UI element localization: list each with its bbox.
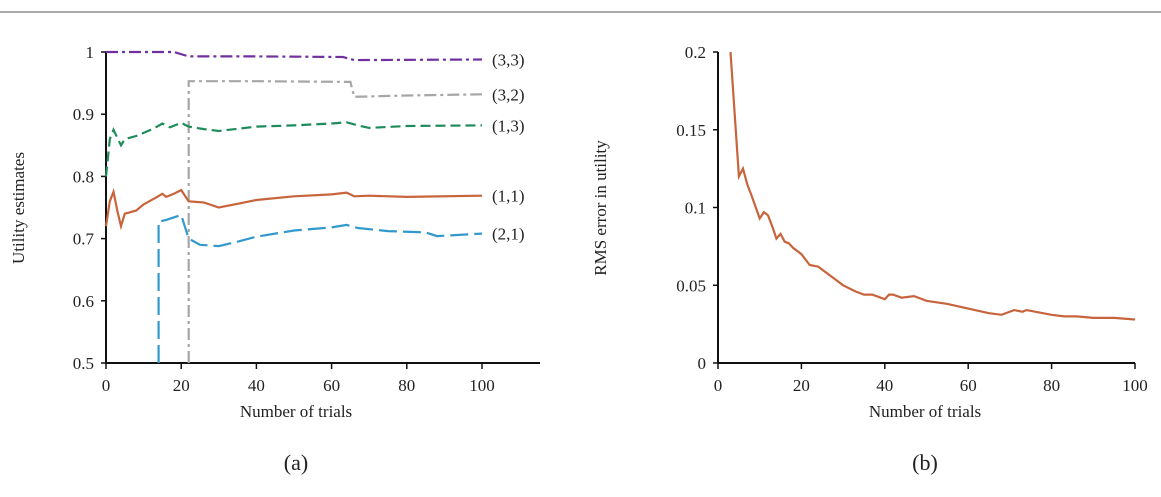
- panel-a: (a) Number of trials Utility estimates 0…: [9, 43, 540, 475]
- x-tick-label: 80: [1043, 376, 1060, 395]
- caption-a: (a): [284, 450, 308, 475]
- series-line-3-2: [187, 80, 483, 363]
- y-axis-label-a: Utility estimates: [9, 152, 28, 264]
- y-tick-label: 0.2: [685, 43, 706, 62]
- x-tick-label: 0: [714, 376, 723, 395]
- series-line-2-1: [157, 213, 483, 363]
- x-tick-label: 20: [173, 376, 190, 395]
- x-tick-label: 0: [102, 376, 111, 395]
- x-tick-label: 100: [1122, 376, 1148, 395]
- series-label: (1,1): [492, 187, 525, 206]
- series-label: (3,2): [492, 85, 525, 104]
- y-tick-label: 0.7: [73, 230, 95, 249]
- x-tick-label: 60: [323, 376, 340, 395]
- x-tick-label: 40: [876, 376, 893, 395]
- x-tick-label: 40: [248, 376, 265, 395]
- x-tick-label: 80: [398, 376, 415, 395]
- x-tick-label: 100: [469, 376, 495, 395]
- series-label: (1,3): [492, 116, 525, 135]
- y-tick-label: 0.05: [676, 276, 706, 295]
- series-label: (3,3): [492, 50, 525, 69]
- caption-b: (b): [912, 450, 938, 475]
- y-tick-label: 0.9: [73, 105, 94, 124]
- y-tick-label: 0.15: [676, 121, 706, 140]
- x-axis-label-b: Number of trials: [869, 402, 981, 421]
- y-tick-label: 0.5: [73, 354, 94, 373]
- y-tick-label: 0.8: [73, 167, 94, 186]
- series-line-1-1: [104, 188, 483, 231]
- panel-b: (b) Number of trials RMS error in utilit…: [591, 43, 1148, 475]
- x-tick-label: 60: [960, 376, 977, 395]
- series-line-1-3: [104, 121, 483, 177]
- x-axis-label-a: Number of trials: [240, 402, 352, 421]
- series-line-3-3: [106, 50, 483, 62]
- series-label: (2,1): [492, 225, 525, 244]
- y-tick-label: 0.1: [685, 199, 706, 218]
- y-tick-label: 0.6: [73, 292, 94, 311]
- y-tick-label: 0: [698, 354, 707, 373]
- y-tick-label: 1: [86, 43, 95, 62]
- series-line-RMS error: [729, 51, 1136, 321]
- x-tick-label: 20: [793, 376, 810, 395]
- y-axis-label-b: RMS error in utility: [591, 140, 610, 276]
